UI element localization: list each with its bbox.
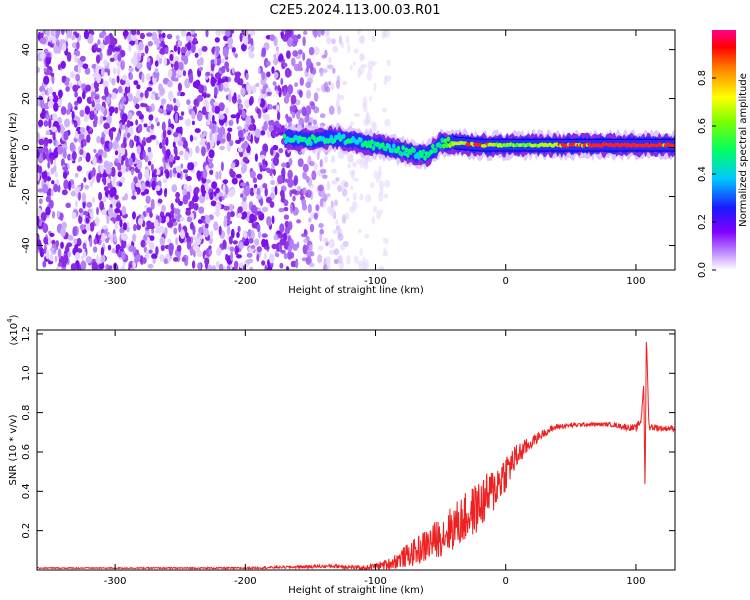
spectrogram-x-tick-label: -100 <box>364 276 387 287</box>
colorbar-label: Normalized spectral amplitude <box>738 73 749 227</box>
spectrogram-x-tick-label: 100 <box>626 276 645 287</box>
snr-y-tick-label: 1.0 <box>21 365 32 381</box>
colorbar-gradient <box>712 30 736 270</box>
spectrogram-x-label: Height of straight line (km) <box>288 285 424 296</box>
snr-y-multiplier-exp: 4 <box>6 318 14 323</box>
spectrogram-x-tick-label: -300 <box>104 276 127 287</box>
snr-frame <box>36 329 676 571</box>
snr-y-tick-label: 0.8 <box>21 405 32 421</box>
colorbar-tick-label: 0.2 <box>697 214 708 230</box>
colorbar-tick-label: 0.8 <box>697 70 708 86</box>
snr-y-label: SNR (10 * v/v) <box>8 414 19 485</box>
snr-x-label: Height of straight line (km) <box>288 585 424 596</box>
snr-x-ticks: -300 -200 -100 0 100 <box>104 330 645 587</box>
snr-y-tick-label: 0.2 <box>21 523 32 539</box>
colorbar-ticks: 0.0 0.2 0.4 0.6 0.8 <box>697 70 716 278</box>
snr-y-tick-label: 0.6 <box>21 444 32 460</box>
snr-panel: -300 -200 -100 0 100 0.2 0.4 0.6 0.8 1.0 1.2 Heig… <box>6 314 676 596</box>
snr-x-tick-label: 100 <box>626 576 645 587</box>
spectrogram-y-tick-label: -20 <box>21 188 32 204</box>
spectrogram-x-tick-label: -200 <box>234 276 257 287</box>
spectrogram-y-tick-label: -40 <box>21 237 32 253</box>
spectrogram-y-tick-label: 20 <box>21 92 32 105</box>
snr-series-line <box>37 341 675 570</box>
spectrogram-image <box>37 30 675 270</box>
colorbar-tick-label: 0.6 <box>697 118 708 134</box>
spectrogram-y-tick-label: 40 <box>21 43 32 56</box>
spectrogram-x-tick-label: 0 <box>503 276 509 287</box>
snr-y-multiplier-close: ) <box>9 314 20 318</box>
snr-y-tick-label: 1.2 <box>21 326 32 342</box>
figure-title: C2E5.2024.113.00.03.R01 <box>269 3 440 18</box>
spectrogram-y-ticks: -40 -20 0 20 40 <box>21 43 675 254</box>
svg-text:(x104): (x104) <box>6 314 20 345</box>
snr-y-multiplier-base: (x10 <box>9 323 20 346</box>
spectrogram-y-label: Frequency (Hz) <box>8 112 19 188</box>
snr-y-ticks: 0.2 0.4 0.6 0.8 1.0 1.2 <box>21 326 675 539</box>
snr-x-tick-label: -200 <box>234 576 257 587</box>
snr-x-tick-label: 0 <box>503 576 509 587</box>
colorbar-tick-label: 0.0 <box>697 262 708 278</box>
snr-y-multiplier: (x104) <box>6 314 20 345</box>
spectrogram-x-ticks: -300 -200 -100 0 100 <box>104 30 645 287</box>
spectrogram-y-tick-label: 0 <box>21 144 32 150</box>
snr-y-tick-label: 0.4 <box>21 483 32 499</box>
colorbar: 0.0 0.2 0.4 0.6 0.8 Normalized spectral ampl… <box>697 30 749 278</box>
snr-x-tick-label: -100 <box>364 576 387 587</box>
spectrogram-frame <box>36 29 676 271</box>
snr-x-tick-label: -300 <box>104 576 127 587</box>
colorbar-tick-label: 0.4 <box>697 166 708 182</box>
